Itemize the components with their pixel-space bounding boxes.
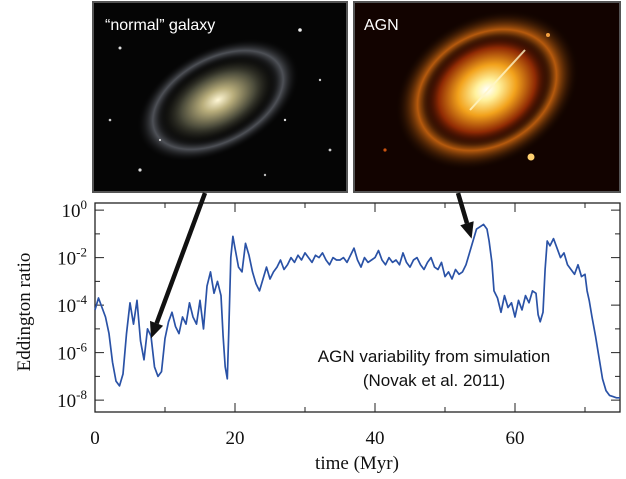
annotation-line-2: (Novak et al. 2011): [363, 371, 505, 390]
normal-galaxy-image: [108, 24, 332, 177]
inset-normal-galaxy: “normal” galaxy: [92, 1, 348, 193]
inset-label-agn: AGN: [364, 17, 399, 34]
plot-frame: [94, 202, 621, 413]
arrow-normal-galaxy: [154, 192, 208, 325]
y-tick-label: 10-8: [57, 387, 87, 412]
axis-ticks: [94, 203, 620, 412]
arrowhead-normal-galaxy: [150, 320, 164, 339]
x-tick-labels: 0 20 40 60: [90, 428, 524, 449]
y-tick-label: 10-2: [57, 245, 87, 270]
agn-galaxy-image: [383, 9, 580, 171]
inset-agn: AGN: [353, 1, 621, 193]
arrow-agn: [455, 192, 470, 224]
y-axis-label: Eddington ratio: [14, 253, 35, 372]
y-tick-label: 10-6: [57, 340, 87, 365]
series-line-eddington-ratio: [94, 223, 620, 399]
x-tick-label: 60: [506, 428, 525, 449]
y-tick-labels: 100 10-2 10-4 10-6 10-8: [57, 197, 87, 412]
inset-label-normal-galaxy: “normal” galaxy: [105, 17, 215, 34]
y-tick-label: 100: [62, 197, 88, 222]
arrowhead-agn: [460, 221, 474, 239]
x-axis-label: time (Myr): [315, 453, 399, 474]
x-tick-label: 40: [366, 428, 385, 449]
y-tick-label: 10-4: [57, 292, 87, 317]
x-tick-label: 0: [90, 428, 100, 449]
annotation-line-1: AGN variability from simulation: [318, 347, 550, 366]
x-tick-label: 20: [226, 428, 245, 449]
